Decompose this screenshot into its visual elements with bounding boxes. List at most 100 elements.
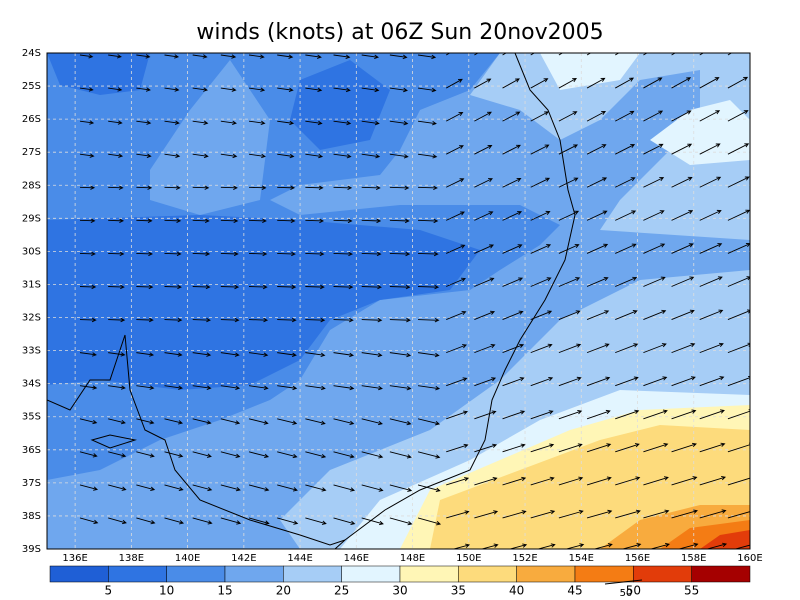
wind-arrow — [643, 243, 666, 254]
wind-arrow — [699, 409, 725, 420]
wind-arrow — [108, 517, 127, 525]
wind-arrow — [248, 153, 266, 159]
wind-arrow — [727, 309, 750, 320]
wind-arrow — [333, 517, 356, 526]
wind-arrow — [361, 87, 380, 93]
wind-arrow — [699, 176, 722, 188]
wind-arrow — [136, 120, 152, 125]
lon-label: 146E — [344, 553, 369, 564]
wind-arrow — [671, 309, 695, 320]
wind-arrow — [727, 176, 750, 188]
wind-arrow — [733, 544, 750, 549]
wind-arrow — [502, 277, 524, 287]
wind-arrow — [305, 385, 326, 391]
wind-arrow — [502, 78, 520, 89]
wind-arrow — [305, 317, 326, 323]
wind-arrow — [305, 418, 326, 425]
wind-arrow — [586, 343, 610, 354]
wind-arrow — [530, 244, 552, 254]
wind-arrow — [615, 310, 638, 320]
lon-label: 138E — [119, 553, 144, 564]
wind-arrow — [502, 244, 523, 254]
wind-arrow — [727, 475, 750, 486]
wind-arrow — [615, 276, 638, 287]
lat-label: 36S — [22, 445, 41, 456]
colorbar: 5 10 15 20 25 30 35 40 45 50 55 — [49, 565, 751, 598]
wind-arrow — [615, 210, 637, 221]
wind-arrow — [305, 451, 327, 459]
reference-arrow — [604, 579, 643, 585]
wind-arrow — [305, 218, 325, 224]
wind-arrow — [164, 517, 185, 525]
wind-arrow — [333, 451, 355, 459]
wind-arrow — [333, 54, 351, 59]
wind-arrow — [671, 409, 697, 420]
wind-arrow — [727, 276, 750, 287]
wind-arrow — [530, 310, 553, 320]
lat-label: 33S — [22, 346, 41, 357]
wind-arrow — [333, 87, 351, 93]
colorbar-label: 35 — [451, 584, 466, 598]
wind-arrow — [615, 110, 635, 122]
lon-label: 136E — [62, 553, 87, 564]
wind-arrow — [164, 251, 182, 257]
wind-arrow — [79, 185, 96, 190]
wind-arrow — [586, 443, 612, 453]
wind-arrow — [164, 153, 181, 159]
wind-arrow — [418, 218, 439, 224]
colorbar-swatch — [49, 565, 109, 583]
wind-arrow — [417, 153, 438, 159]
wind-arrow — [727, 442, 750, 453]
lon-label: 144E — [287, 553, 312, 564]
wind-arrow — [277, 120, 295, 126]
wind-arrow — [277, 251, 296, 257]
wind-arrow — [164, 87, 180, 92]
wind-arrow — [389, 517, 413, 526]
wind-arrow — [164, 54, 180, 59]
wind-arrow — [136, 153, 152, 158]
wind-arrow — [108, 284, 125, 290]
wind-arrow — [615, 177, 636, 188]
wind-arrow — [333, 484, 356, 492]
wind-arrow — [108, 153, 124, 158]
lon-label: 154E — [569, 553, 594, 564]
wind-arrow — [79, 317, 97, 323]
wind-arrow — [333, 185, 353, 190]
colorbar-label: 40 — [509, 584, 524, 598]
wind-arrow — [446, 277, 466, 287]
lat-label: 34S — [22, 379, 41, 390]
wind-arrow — [615, 509, 641, 519]
wind-arrow — [136, 54, 151, 59]
wind-arrow — [558, 310, 581, 320]
wind-vectors — [79, 53, 750, 549]
wind-arrow — [671, 110, 692, 122]
wind-arrow — [558, 177, 579, 188]
contour-fill — [290, 60, 390, 150]
wind-arrow — [643, 210, 665, 221]
wind-arrow — [79, 251, 96, 257]
wind-arrow — [671, 77, 692, 89]
wind-arrow — [136, 185, 153, 190]
wind-arrow — [305, 185, 324, 190]
lat-label: 31S — [22, 279, 41, 290]
wind-arrow — [417, 517, 442, 526]
wind-arrow — [615, 409, 640, 420]
wind-arrow — [530, 78, 549, 89]
wind-arrow — [108, 218, 125, 223]
colorbar-label: 55 — [684, 584, 699, 598]
wind-arrow — [586, 210, 608, 221]
wind-arrow — [446, 178, 465, 188]
wind-arrow — [220, 251, 239, 257]
lon-label: 160E — [737, 553, 762, 564]
wind-arrow — [108, 185, 124, 190]
wind-arrow — [508, 543, 528, 549]
wind-arrow — [615, 476, 641, 486]
wind-arrow — [108, 87, 123, 92]
wind-arrow — [192, 218, 210, 224]
wind-arrow — [615, 77, 635, 89]
wind-arrow — [530, 210, 551, 221]
wind-arrow — [79, 352, 97, 357]
colorbar-label: 25 — [334, 584, 349, 598]
wind-arrow — [220, 451, 241, 458]
